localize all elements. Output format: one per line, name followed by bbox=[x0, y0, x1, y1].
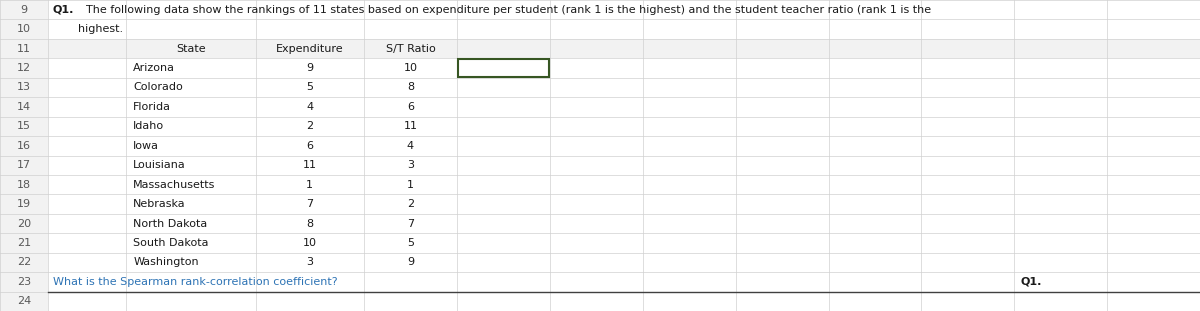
Text: 10: 10 bbox=[17, 24, 31, 34]
Text: State: State bbox=[176, 44, 205, 53]
Text: Colorado: Colorado bbox=[133, 82, 182, 92]
Text: North Dakota: North Dakota bbox=[133, 219, 208, 229]
Text: 8: 8 bbox=[407, 82, 414, 92]
Text: Q1.: Q1. bbox=[1020, 277, 1042, 287]
Bar bbox=[0, 175, 48, 194]
Text: 24: 24 bbox=[17, 296, 31, 306]
Bar bbox=[458, 58, 548, 77]
Text: 11: 11 bbox=[17, 44, 31, 53]
Text: 23: 23 bbox=[17, 277, 31, 287]
Text: 4: 4 bbox=[407, 141, 414, 151]
Text: 11: 11 bbox=[403, 121, 418, 131]
Text: What is the Spearman rank-correlation coefficient?: What is the Spearman rank-correlation co… bbox=[53, 277, 337, 287]
Text: 6: 6 bbox=[306, 141, 313, 151]
Text: 11: 11 bbox=[302, 160, 317, 170]
Text: 1: 1 bbox=[306, 180, 313, 190]
Text: 18: 18 bbox=[17, 180, 31, 190]
Text: 14: 14 bbox=[17, 102, 31, 112]
Text: 9: 9 bbox=[306, 63, 313, 73]
Text: Louisiana: Louisiana bbox=[133, 160, 186, 170]
Text: Massachusetts: Massachusetts bbox=[133, 180, 216, 190]
Text: 4: 4 bbox=[306, 102, 313, 112]
Text: Iowa: Iowa bbox=[133, 141, 160, 151]
Bar bbox=[0, 39, 48, 58]
Bar bbox=[0, 0, 48, 19]
Text: 9: 9 bbox=[20, 5, 28, 15]
Bar bbox=[48, 39, 1200, 58]
Text: 10: 10 bbox=[403, 63, 418, 73]
Bar bbox=[0, 78, 48, 97]
Text: Nebraska: Nebraska bbox=[133, 199, 186, 209]
Text: The following data show the rankings of 11 states based on expenditure per stude: The following data show the rankings of … bbox=[79, 5, 931, 15]
Bar bbox=[0, 136, 48, 156]
Bar bbox=[0, 272, 48, 292]
Text: 21: 21 bbox=[17, 238, 31, 248]
Text: Q1.: Q1. bbox=[53, 5, 74, 15]
Bar bbox=[0, 117, 48, 136]
Bar bbox=[0, 97, 48, 117]
Bar bbox=[0, 253, 48, 272]
Text: 22: 22 bbox=[17, 258, 31, 267]
Text: 15: 15 bbox=[17, 121, 31, 131]
Text: Arizona: Arizona bbox=[133, 63, 175, 73]
Text: 3: 3 bbox=[407, 160, 414, 170]
Text: Washington: Washington bbox=[133, 258, 199, 267]
Text: 9: 9 bbox=[407, 258, 414, 267]
Bar bbox=[0, 214, 48, 233]
Text: 1: 1 bbox=[407, 180, 414, 190]
Text: Expenditure: Expenditure bbox=[276, 44, 343, 53]
Bar bbox=[0, 58, 48, 78]
Text: S/T Ratio: S/T Ratio bbox=[385, 44, 436, 53]
Text: Florida: Florida bbox=[133, 102, 172, 112]
Text: 2: 2 bbox=[306, 121, 313, 131]
Text: 19: 19 bbox=[17, 199, 31, 209]
Text: 2: 2 bbox=[407, 199, 414, 209]
Text: 17: 17 bbox=[17, 160, 31, 170]
Text: highest.: highest. bbox=[78, 24, 124, 34]
Text: 6: 6 bbox=[407, 102, 414, 112]
Text: 7: 7 bbox=[407, 219, 414, 229]
Bar bbox=[0, 292, 48, 311]
Bar bbox=[0, 194, 48, 214]
Text: 8: 8 bbox=[306, 219, 313, 229]
Text: 7: 7 bbox=[306, 199, 313, 209]
Text: 10: 10 bbox=[302, 238, 317, 248]
Text: 16: 16 bbox=[17, 141, 31, 151]
Text: 5: 5 bbox=[407, 238, 414, 248]
Text: 3: 3 bbox=[306, 258, 313, 267]
Text: 20: 20 bbox=[17, 219, 31, 229]
Text: 12: 12 bbox=[17, 63, 31, 73]
Text: 5: 5 bbox=[306, 82, 313, 92]
Bar bbox=[0, 156, 48, 175]
Bar bbox=[0, 19, 48, 39]
Text: 13: 13 bbox=[17, 82, 31, 92]
Text: Idaho: Idaho bbox=[133, 121, 164, 131]
Text: South Dakota: South Dakota bbox=[133, 238, 209, 248]
Bar bbox=[0, 233, 48, 253]
